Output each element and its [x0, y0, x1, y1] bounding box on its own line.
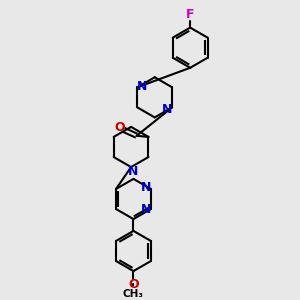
Text: F: F [186, 8, 194, 21]
Text: O: O [114, 121, 125, 134]
Text: N: N [137, 80, 148, 93]
Text: CH₃: CH₃ [123, 289, 144, 298]
Text: N: N [140, 181, 151, 194]
Text: O: O [128, 278, 139, 291]
Text: N: N [128, 165, 138, 178]
Text: N: N [140, 202, 151, 215]
Text: N: N [162, 103, 172, 116]
